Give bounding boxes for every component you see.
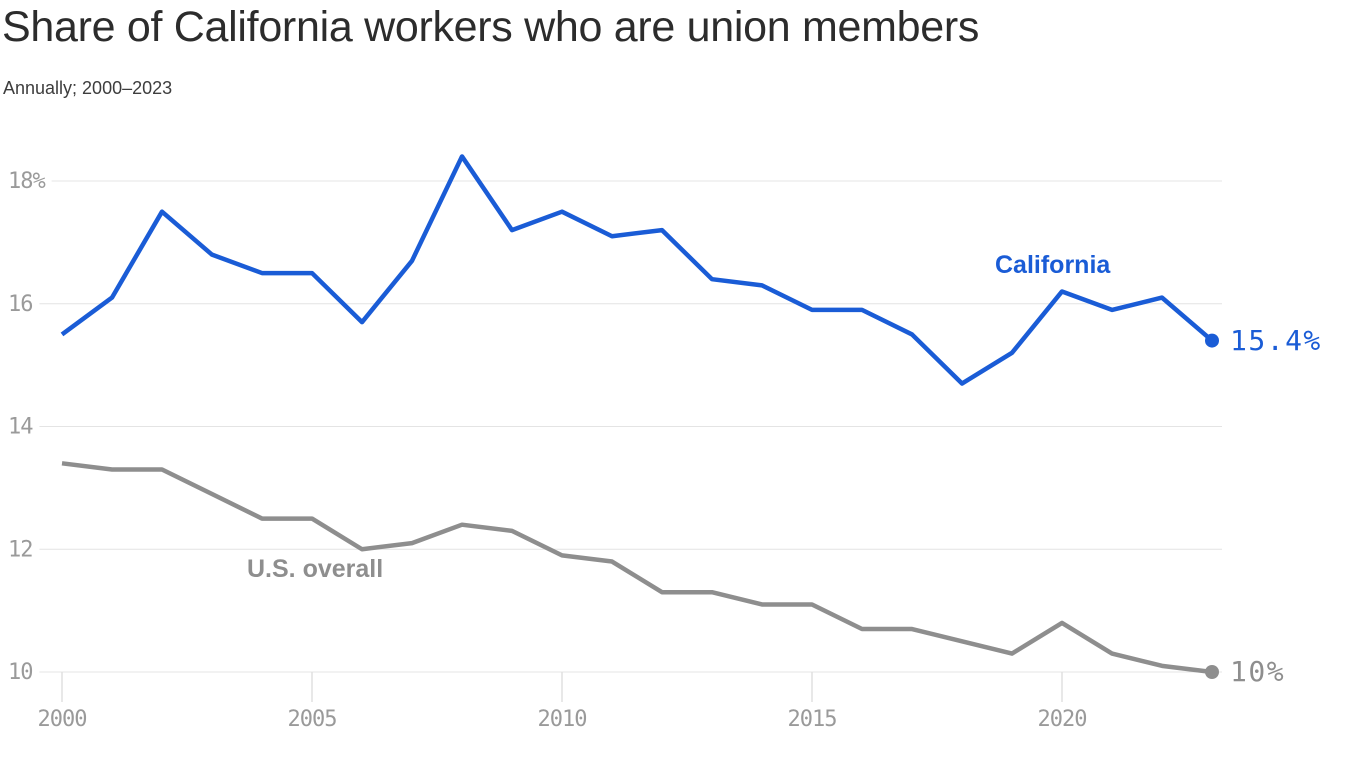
x-axis-label-2005: 2005	[288, 707, 337, 732]
x-axis-label-2015: 2015	[788, 707, 837, 732]
u-s-overall-line	[61, 461, 1213, 675]
x-axis-label-2020: 2020	[1038, 707, 1087, 732]
california-series-label: California	[995, 251, 1111, 279]
california-end-value-label: 15.4%	[1230, 323, 1322, 357]
y-axis-label-12: 12	[8, 537, 33, 562]
chart-subtitle: Annually; 2000–2023	[3, 78, 173, 98]
y-axis-label-18: 18%	[8, 169, 45, 194]
california-line	[60, 154, 1214, 386]
x-axis-label-2000: 2000	[38, 707, 87, 732]
y-axis-label-10: 10	[8, 660, 33, 685]
chart-title: Share of California workers who are unio…	[2, 3, 980, 51]
california-end-dot	[1205, 333, 1219, 348]
y-axis-label-16: 16	[8, 292, 33, 317]
us-overall-series-label: U.S. overall	[247, 555, 384, 583]
y-axis-label-14: 14	[8, 415, 33, 440]
us-overall-end-value-label: 10%	[1230, 655, 1286, 688]
u-s-overall-end-dot	[1205, 665, 1219, 679]
x-axis-label-2010: 2010	[538, 707, 587, 732]
